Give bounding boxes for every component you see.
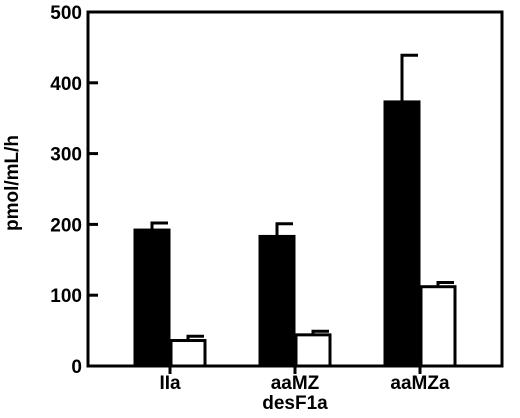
y-tick-label: 0 [71, 357, 82, 378]
x-category-label: desF1a [262, 393, 328, 414]
y-axis-title: pmol/mL/h [2, 135, 23, 231]
bar-white [294, 333, 332, 368]
x-category-label: aaMZa [390, 373, 450, 394]
bar-black [133, 228, 171, 368]
x-category-label: aaMZ [271, 373, 320, 394]
y-tick-label: 200 [50, 215, 82, 236]
x-category-label: IIa [159, 373, 181, 394]
y-tick-label: 400 [50, 74, 82, 95]
bar-black [383, 100, 421, 368]
bars [133, 53, 457, 368]
bar-white [169, 339, 207, 368]
y-tick-label: 300 [50, 145, 82, 166]
plot-frame [86, 10, 504, 368]
bar-black [258, 234, 296, 368]
bar-white [419, 285, 457, 368]
y-tick-label: 500 [50, 3, 82, 24]
y-axis-ticks: 0 100 200 300 400 500 [50, 3, 98, 378]
y-tick-label: 100 [50, 286, 82, 307]
